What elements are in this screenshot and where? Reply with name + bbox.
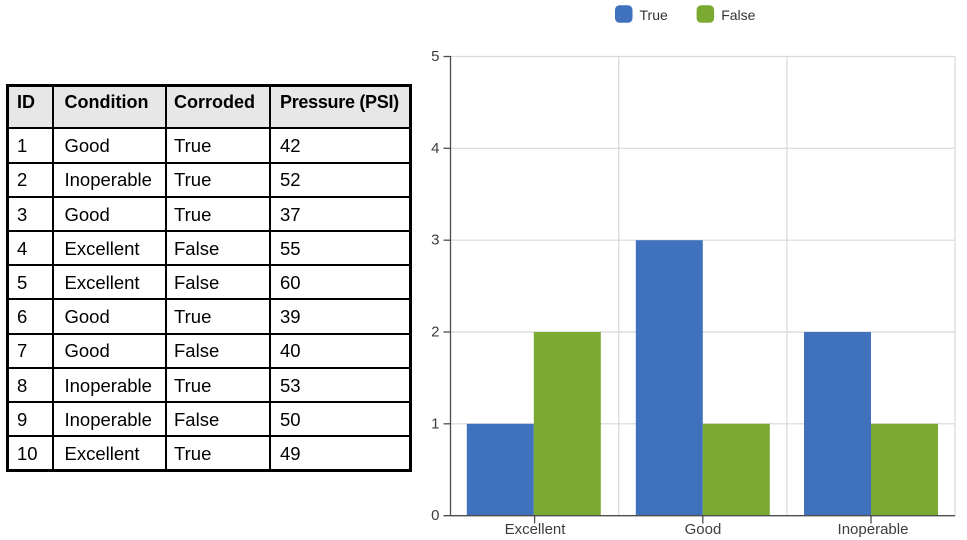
svg-text:3: 3 bbox=[431, 232, 439, 249]
svg-text:0: 0 bbox=[431, 507, 439, 524]
svg-text:Excellent: Excellent bbox=[505, 521, 567, 538]
svg-text:4: 4 bbox=[431, 140, 439, 157]
svg-text:Inoperable: Inoperable bbox=[838, 521, 909, 538]
svg-text:2: 2 bbox=[431, 324, 439, 341]
svg-text:1: 1 bbox=[431, 415, 439, 432]
svg-text:5: 5 bbox=[431, 48, 439, 65]
svg-text:Good: Good bbox=[685, 521, 722, 538]
svg-text:False: False bbox=[721, 7, 755, 23]
svg-text:True: True bbox=[640, 7, 668, 23]
